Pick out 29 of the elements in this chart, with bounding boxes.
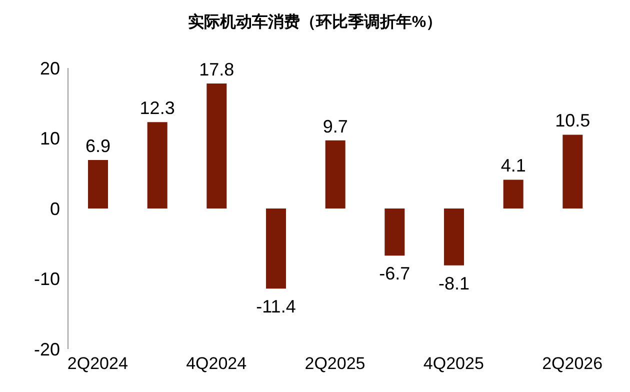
x-tick-label: 4Q2024 [186, 354, 247, 374]
data-label: -6.7 [379, 264, 410, 284]
bar [88, 160, 108, 208]
chart-title: 实际机动车消费（环比季调折年%） [186, 12, 444, 33]
data-label: 4.1 [500, 156, 526, 176]
x-tick-label: 4Q2025 [423, 354, 484, 374]
bar [325, 140, 346, 208]
bar [562, 134, 583, 208]
data-label: -11.4 [256, 296, 296, 317]
bar [266, 208, 286, 289]
x-tick-label: 2Q2025 [304, 354, 366, 374]
data-label: 12.3 [140, 98, 175, 118]
bar [384, 208, 405, 256]
bar [147, 122, 168, 208]
data-label: 9.7 [322, 116, 348, 136]
y-tick-label: -20 [34, 339, 60, 360]
data-label: 17.8 [199, 59, 234, 80]
x-tick-label: 2Q2026 [542, 354, 603, 374]
bar [206, 83, 227, 208]
data-label: -8.1 [438, 273, 470, 294]
y-tick-label: 10 [40, 128, 60, 149]
x-tick-label: 2Q2024 [67, 354, 128, 374]
data-label: 6.9 [85, 136, 111, 156]
bar [444, 208, 464, 266]
y-tick-label: 20 [40, 58, 60, 78]
y-tick-label: -10 [34, 269, 60, 290]
y-tick-label: 0 [50, 198, 60, 219]
bar [503, 180, 524, 208]
data-label: 10.5 [555, 110, 590, 131]
